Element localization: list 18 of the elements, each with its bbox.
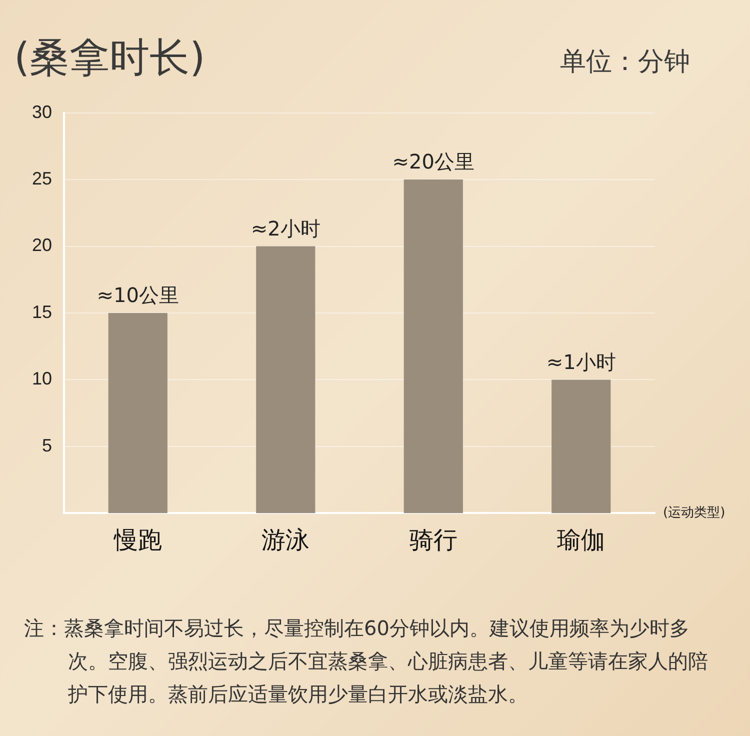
annotation: ≈1小时 [546,350,616,374]
annotation: ≈10公里 [96,283,180,308]
x-tick-label: 瑜伽 [557,527,606,554]
x-tick-label: 骑行 [409,527,458,554]
annotation: ≈20公里 [392,150,474,174]
text: 注：蒸桑拿时间不易过长，尽量控制在60分钟以内。建议使用频率为少时多次。空腹、强烈运动之后不宜蒸桑拿、心脏病患者、儿童等请在家人的陪护下使用。蒸前后应适量饮用少量白开水或淡盐水。 [24,615,709,708]
x-tick-label: 游泳 [262,527,310,554]
y-tick-label: 15 [32,302,52,322]
y-tick-label: 30 [32,102,52,122]
text: 单位：分钟 [560,46,690,79]
chart-title: (桑拿时长) [14,34,206,83]
x-tick-label: 慢跑 [112,527,162,554]
y-tick-label: 10 [32,368,52,389]
y-tick-label: 20 [32,235,52,256]
y-tick-label: 5 [42,435,52,456]
y-tick-label: 25 [32,168,52,188]
x-axis-title: (运动类型) [663,506,726,521]
annotation: ≈2小时 [250,216,320,240]
